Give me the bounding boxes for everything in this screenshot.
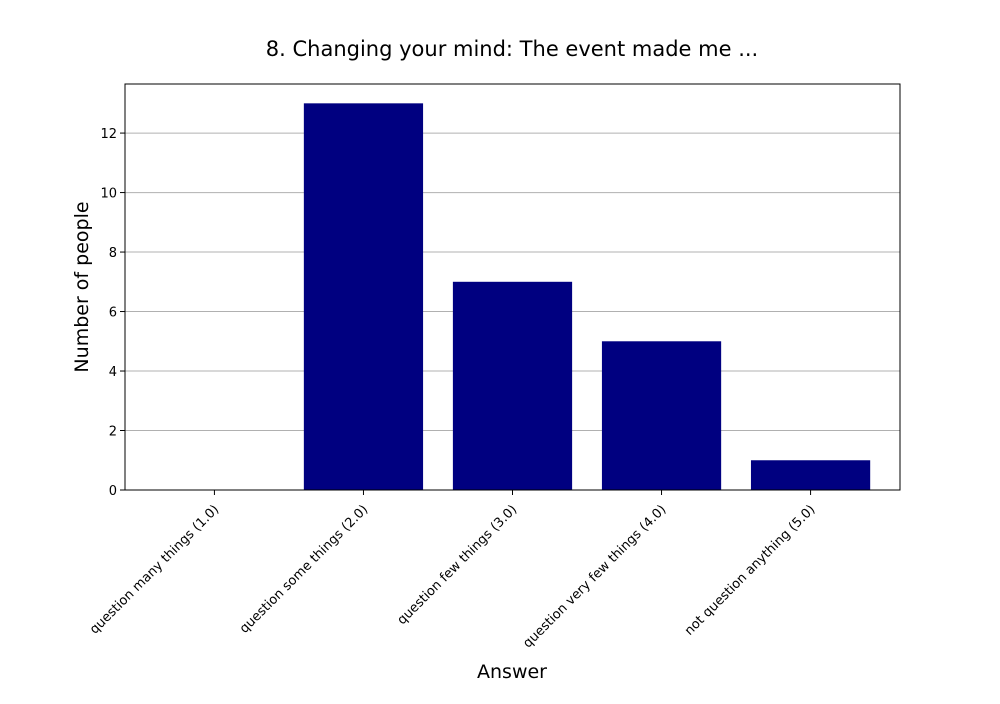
y-tick-label: 4 xyxy=(109,365,117,380)
y-axis-label: Number of people xyxy=(71,201,93,372)
y-tick-label: 8 xyxy=(109,246,117,261)
bar xyxy=(303,103,424,490)
y-tick-label: 0 xyxy=(109,484,117,499)
y-tick-label: 10 xyxy=(100,187,117,202)
chart-title: 8. Changing your mind: The event made me… xyxy=(266,37,758,61)
bar xyxy=(750,460,871,490)
y-tick-label: 12 xyxy=(100,127,117,142)
x-tick-label: question many things (1.0) xyxy=(87,502,222,637)
bars xyxy=(303,103,871,490)
bar xyxy=(452,281,573,490)
x-axis-ticks: question many things (1.0) question some … xyxy=(87,490,818,651)
x-tick-label: not question anything (5.0) xyxy=(682,502,818,638)
y-tick-label: 2 xyxy=(109,425,117,440)
x-tick-label: question some things (2.0) xyxy=(237,502,371,636)
y-tick-label: 6 xyxy=(109,306,117,321)
x-axis-label: Answer xyxy=(477,661,547,683)
y-axis-ticks: 0 2 4 6 8 10 12 xyxy=(100,127,125,499)
x-tick-label: question few things (3.0) xyxy=(395,502,521,628)
bar xyxy=(601,341,722,490)
x-tick-label: question very few things (4.0) xyxy=(520,502,669,651)
